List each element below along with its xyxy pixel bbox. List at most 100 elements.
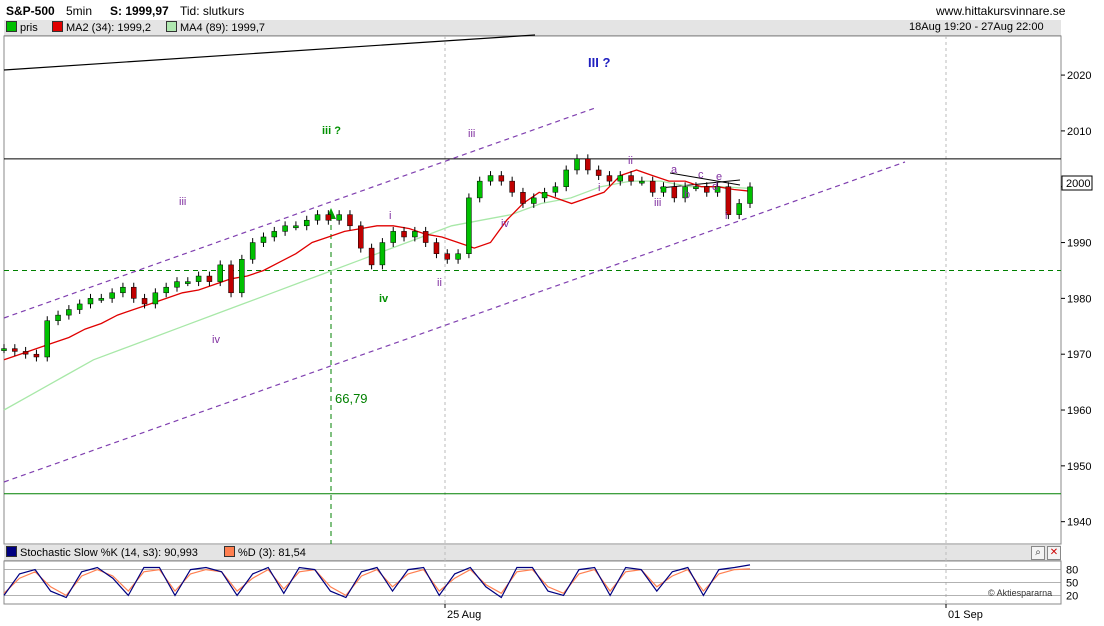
price-candle (520, 192, 526, 204)
price-candle (358, 225, 364, 249)
stochastic-legend: Stochastic Slow %K (14, s3): 90,993 %D (… (4, 545, 1061, 561)
price-candle (206, 275, 213, 282)
zoom-icon[interactable]: ⌕ (1031, 546, 1045, 560)
wave-iv-green-label: iv (379, 293, 389, 305)
price-candle (163, 286, 169, 294)
channel-lower-line (3, 161, 906, 483)
stoch-d-line (3, 568, 751, 597)
wave-i-3-label: i (725, 210, 727, 222)
stoch-level-label: 50 (1066, 578, 1078, 590)
price-tick-label: 1980 (1067, 293, 1091, 305)
price-candle (195, 275, 202, 282)
price-tick-label: 1970 (1067, 349, 1091, 361)
wave-annotations: III ? iii ? iv 66,79 iii iv i ii iii iv … (179, 55, 727, 406)
close-icon[interactable]: ✕ (1047, 546, 1061, 560)
stoch-plot-frame (3, 560, 1062, 605)
price-candle (1, 348, 7, 351)
site-label: www.hittakursvinnare.se (936, 4, 1066, 18)
ma2-line (3, 169, 751, 361)
price-candle (455, 253, 461, 260)
wave-iv-1-label: iv (212, 334, 220, 346)
price-candle (282, 225, 288, 232)
horizontal-levels (4, 158, 1061, 495)
price-candle (325, 214, 332, 221)
price-candle (66, 309, 72, 316)
price-candle (368, 247, 375, 266)
price-candle (660, 186, 667, 193)
price-candle (552, 186, 559, 193)
value-label: S: 1999,97 (110, 4, 169, 18)
price-tick-label: 1940 (1067, 517, 1091, 529)
price-candle (33, 353, 40, 358)
wave-iii-2-label: iii (468, 128, 475, 140)
price-candle (574, 158, 580, 171)
price-candle (12, 348, 18, 352)
price-candle (76, 303, 83, 310)
price-candles (1, 154, 753, 362)
legend-swatch-ma4 (166, 21, 177, 32)
price-candle (563, 169, 569, 187)
price-candle (466, 197, 472, 254)
legend-ma2-label: MA2 (34): 1999,2 (66, 22, 151, 34)
distance-label: 66,79 (335, 391, 368, 406)
price-candle (585, 158, 591, 171)
price-tick-label: 1960 (1067, 405, 1091, 417)
price-candle (606, 175, 613, 182)
price-candle (747, 186, 753, 204)
triangle-upper-line (669, 172, 741, 186)
price-candle (347, 214, 353, 227)
price-candle (271, 231, 278, 238)
stoch-level-label: 80 (1066, 565, 1078, 577)
legend-swatch-d (224, 546, 235, 557)
price-candle (55, 314, 61, 321)
time-tick-label: 25 Aug (447, 609, 481, 621)
stoch-k-line (3, 564, 751, 599)
price-candle (498, 175, 505, 182)
wave-III-label: III ? (588, 55, 610, 70)
price-tick-label: 2000 (1067, 182, 1091, 194)
signal-arrow-icon (326, 208, 336, 219)
wave-ii-1-label: ii (437, 277, 442, 289)
chart-header: S&P-500 5min S: 1999,97 Tid: slutkurs ww… (0, 0, 1104, 20)
time-label: Tid: slutkurs (180, 4, 245, 18)
price-legend: pris MA2 (34): 1999,2 MA4 (89): 1999,7 1… (4, 20, 1061, 36)
long-trend-line (3, 34, 536, 71)
price-candle (390, 231, 396, 243)
price-candle (314, 214, 321, 221)
legend-ma4-label: MA4 (89): 1999,7 (180, 22, 265, 34)
legend-swatch-k (6, 546, 17, 557)
wave-a-label: a (671, 164, 678, 176)
price-candle (682, 186, 688, 199)
price-candle (487, 175, 494, 182)
price-candle (422, 231, 429, 243)
price-candle (44, 320, 50, 358)
legend-pris-label: pris (20, 22, 38, 34)
legend-swatch-pris (6, 21, 17, 32)
legend-d: %D (3): 81,54 (224, 546, 306, 559)
time-axis: 25 Aug 01 Sep (444, 604, 983, 621)
price-candle (174, 281, 180, 288)
trend-lines (3, 34, 906, 544)
price-candle (617, 175, 624, 182)
legend-ma2: MA2 (34): 1999,2 (52, 21, 151, 34)
price-tick-label: 2010 (1067, 126, 1091, 138)
price-tick-label: 2020 (1067, 70, 1091, 82)
wave-ii-2-label: ii (628, 155, 633, 167)
price-candle (228, 264, 234, 294)
date-range: 18Aug 19:20 - 27Aug 22:00 (909, 21, 1044, 33)
wave-iii-3-label: iii (654, 197, 661, 209)
price-candle (109, 292, 115, 299)
time-tick-label: 01 Sep (948, 609, 983, 621)
price-candle (87, 298, 94, 305)
price-candle (185, 281, 191, 284)
wave-b-label: b (684, 189, 690, 201)
current-price-box (1061, 175, 1093, 191)
legend-k: Stochastic Slow %K (14, s3): 90,993 (6, 546, 198, 559)
legend-pris: pris (6, 21, 38, 34)
wave-i-2-label: i (598, 182, 600, 194)
main-plot-frame (3, 35, 1062, 545)
price-candle (736, 203, 742, 215)
price-candle (649, 180, 656, 193)
